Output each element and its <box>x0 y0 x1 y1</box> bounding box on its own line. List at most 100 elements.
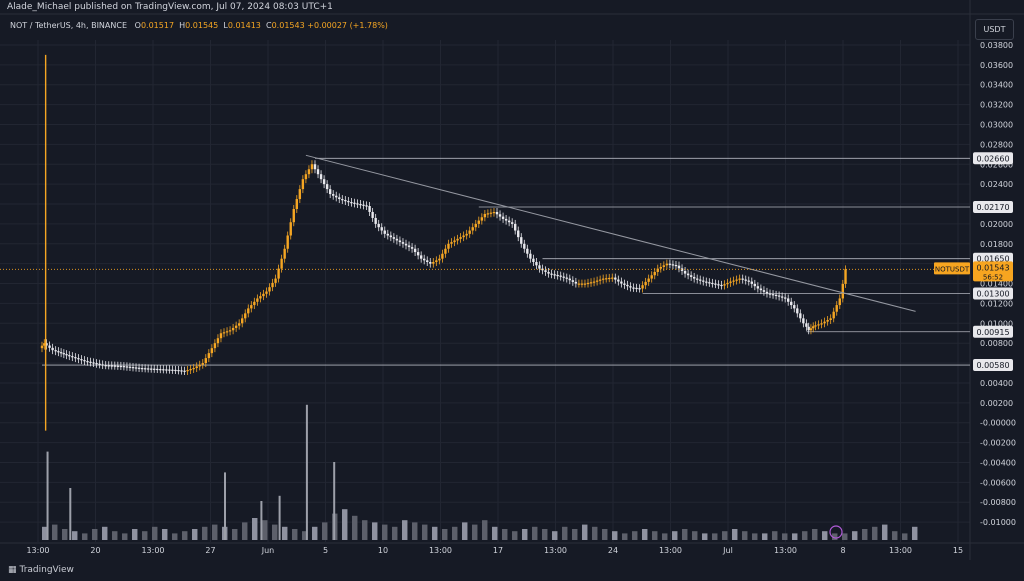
ohlc-low: L0.01413 <box>223 21 261 30</box>
candle-body <box>501 216 505 219</box>
y-tick-label: 0.01800 <box>980 240 1013 249</box>
y-tick-label: 0.01000 <box>980 319 1013 328</box>
candle-body <box>171 369 174 371</box>
volume-bar <box>652 531 658 540</box>
candle-body <box>468 230 471 234</box>
symbol-name: NOT / TetherUS, 4h, BINANCE <box>10 21 128 30</box>
candle-body <box>274 278 277 283</box>
candle-body <box>277 268 280 279</box>
candle-body <box>435 260 438 263</box>
candle-body <box>210 348 214 354</box>
candle-body <box>125 366 129 368</box>
candle-body <box>517 230 520 238</box>
candle-body <box>620 281 623 284</box>
candle-body <box>204 358 207 364</box>
candle-body <box>174 369 177 372</box>
candle-body <box>286 235 289 249</box>
candle-body <box>644 281 647 286</box>
volume-bar <box>162 529 168 540</box>
volume-bar <box>242 522 248 540</box>
candle-body <box>793 305 796 309</box>
candle-body <box>216 338 220 344</box>
candle-body <box>395 238 399 241</box>
volume-bar <box>72 531 78 540</box>
candle-body <box>495 211 499 215</box>
volume-bar <box>382 524 388 540</box>
volume-bar <box>452 526 458 540</box>
level-price-label: 0.01650 <box>976 255 1009 264</box>
candle-body <box>389 235 393 238</box>
candle-body <box>48 345 51 348</box>
volume-bar <box>732 529 738 540</box>
y-tick-label: 0.00800 <box>980 339 1013 348</box>
candle-body <box>89 361 92 363</box>
candle-body <box>332 194 335 196</box>
volume-bar <box>352 515 358 540</box>
candle-body <box>680 268 684 271</box>
currency-unit-button[interactable]: USDT <box>975 19 1014 40</box>
volume-bar <box>832 533 838 540</box>
ohlc-change: +0.00027 (+1.78%) <box>307 21 388 30</box>
candle-body <box>280 258 283 269</box>
y-tick-label: -0.00000 <box>980 419 1016 428</box>
x-tick-label: 27 <box>205 546 215 555</box>
volume-bar <box>682 529 688 540</box>
volume-bar <box>532 526 538 540</box>
candle-body <box>413 248 417 253</box>
volume-bar <box>305 404 308 540</box>
candle-body <box>711 282 714 285</box>
volume-bar <box>52 524 58 540</box>
volume-bar <box>772 531 778 540</box>
candle-body <box>168 369 171 371</box>
candle-body <box>304 174 308 180</box>
candle-body <box>477 220 480 224</box>
candle-body <box>71 356 74 358</box>
candle-body <box>592 281 596 283</box>
candle-body <box>128 366 132 368</box>
ohlc-open: O0.01517 <box>134 21 175 30</box>
level-price-label: 0.00580 <box>976 361 1009 370</box>
last-price-label: 0.01543 <box>976 263 1009 272</box>
candle-body <box>410 247 414 249</box>
volume-bar <box>632 531 638 540</box>
candle-body <box>301 179 305 190</box>
volume-bar <box>362 520 368 540</box>
x-tick-label: 8 <box>840 546 845 555</box>
y-tick-label: -0.00200 <box>980 439 1016 448</box>
candle-body <box>726 282 729 285</box>
candle-body <box>116 365 120 367</box>
candle-body <box>783 297 787 299</box>
candle-body <box>480 217 484 221</box>
candle-body <box>598 279 602 281</box>
volume-bar <box>142 531 148 540</box>
volume-bar <box>512 531 518 540</box>
candle-body <box>359 204 362 206</box>
volume-bar <box>782 533 788 540</box>
candle-body <box>310 164 314 170</box>
candle-body <box>835 305 838 312</box>
candle-body <box>692 276 696 279</box>
volume-bar <box>562 526 568 540</box>
candle-body <box>611 277 614 279</box>
descending-trendline <box>305 154 916 312</box>
volume-bar <box>902 533 908 540</box>
candle-body <box>565 277 568 279</box>
volume-bar <box>82 533 88 540</box>
candle-body <box>131 367 135 369</box>
candle-body <box>471 227 474 231</box>
x-tick-label: 13:00 <box>774 546 797 555</box>
tradingview-footer[interactable]: ▦ TradingView <box>8 565 74 575</box>
volume-bar <box>322 522 328 540</box>
volume-bar <box>612 531 618 540</box>
candle-body <box>335 195 338 198</box>
candle-body <box>812 326 815 329</box>
candle-body <box>383 230 386 234</box>
x-tick-label: 13:00 <box>659 546 682 555</box>
candle-body <box>777 295 781 297</box>
candle-body <box>662 265 666 267</box>
candle-body <box>225 331 229 333</box>
level-price-tag <box>973 325 1013 338</box>
candle-body <box>313 164 317 170</box>
